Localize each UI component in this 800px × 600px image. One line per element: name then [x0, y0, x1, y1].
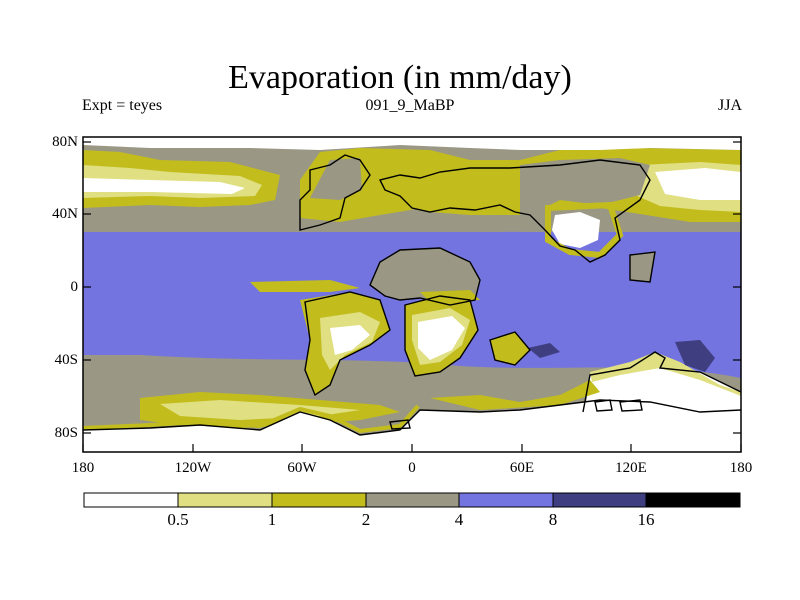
colorbar-box-6 [552, 492, 647, 508]
north-pacific-white [83, 178, 245, 194]
y-tick-label: 0 [70, 279, 79, 295]
east-islands-yellow [490, 332, 530, 365]
asia-gray [520, 158, 650, 210]
axis-ticks [82, 141, 742, 452]
south-america-white [330, 325, 370, 355]
colorbar-box-1 [83, 492, 179, 508]
x-tick-label: 120W [174, 460, 212, 476]
plot-title: Evaporation (in mm/day) [228, 59, 572, 96]
colorbar [83, 492, 741, 508]
colorbar-label: 4 [454, 510, 464, 529]
colorbar-label: 8 [548, 510, 558, 529]
north-gray-patch [310, 158, 362, 200]
asia-yellow-ring [545, 201, 624, 259]
north-east-white [655, 168, 741, 200]
y-tick-label: 40N [52, 206, 78, 222]
x-tick-label: 60E [509, 460, 535, 476]
equatorial-gray-east [630, 252, 655, 282]
asia-white-patch [552, 212, 600, 248]
colorbar-box-2 [177, 492, 273, 508]
x-tick-label: 60W [287, 460, 317, 476]
tropics-edge-south [83, 350, 741, 378]
colorbar-box-5 [458, 492, 554, 508]
y-tick-label: 80S [54, 425, 78, 441]
time-label: 091_9_MaBP [365, 97, 455, 114]
africa-white [418, 316, 465, 360]
arctic-white [83, 137, 741, 150]
x-tick-label: 180 [729, 460, 753, 476]
coastlines [83, 154, 741, 436]
antarctic-white [83, 400, 741, 452]
south-yellow-band-east [430, 380, 600, 410]
colorbar-label: 0.5 [167, 510, 189, 529]
experiment-label: Expt = teyes [82, 97, 163, 114]
antarctic-yellow-rim [83, 404, 420, 434]
x-tick-label: 120E [615, 460, 647, 476]
equator-yellow-strip [250, 280, 360, 292]
colorbar-box-4 [365, 492, 460, 508]
x-tick-label: 180 [71, 460, 95, 476]
x-tick-label: 0 [408, 460, 416, 476]
colorbar-label: 2 [361, 510, 371, 529]
colorbar-box-7 [645, 492, 741, 508]
dark-blue-patch-a [528, 343, 560, 358]
colorbar-label: 16 [637, 510, 655, 529]
season-label: JJA [717, 97, 742, 114]
y-tick-label: 40S [54, 352, 78, 368]
y-tick-label: 80N [52, 134, 78, 150]
australia-light-rim [590, 352, 741, 396]
colorbar-label: 1 [267, 510, 277, 529]
dark-blue-patch-b [675, 340, 715, 372]
colorbar-box-3 [271, 492, 367, 508]
map-field [83, 137, 741, 452]
